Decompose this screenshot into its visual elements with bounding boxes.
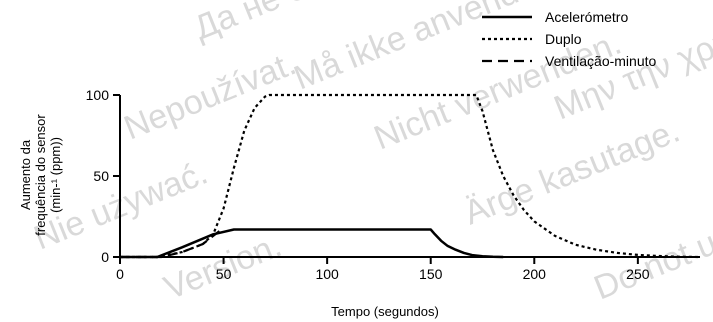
x-axis-label: Tempo (segundos) bbox=[331, 304, 439, 319]
legend-entry: Duplo bbox=[545, 31, 582, 47]
y-tick-label: 50 bbox=[93, 168, 109, 184]
legend-entry: Acelerómetro bbox=[545, 9, 628, 25]
series-line-2 bbox=[120, 93, 701, 259]
x-tick-label: 50 bbox=[216, 266, 232, 282]
series-line-3 bbox=[120, 230, 221, 259]
y-axis-label-line-3: (min-¹ (ppm)) bbox=[48, 137, 63, 213]
x-tick-label: 0 bbox=[116, 266, 124, 282]
legend-entry: Ventilação-minuto bbox=[545, 53, 657, 69]
watermark: Да не се използва.Må ikke anvendes.Nepou… bbox=[29, 0, 713, 307]
x-tick-label: 200 bbox=[523, 266, 547, 282]
x-axis: 0 50 100 150 200 250 bbox=[116, 256, 700, 282]
y-axis-label: Aumento da frequência do sensor (min-¹ (… bbox=[18, 114, 63, 236]
y-axis-label-line-2: frequência do sensor bbox=[33, 114, 48, 236]
series-line-1 bbox=[120, 228, 504, 259]
legend: Acelerómetro Duplo Ventilação-minuto bbox=[482, 9, 657, 69]
x-tick-label: 250 bbox=[626, 266, 650, 282]
x-tick-label: 150 bbox=[419, 266, 443, 282]
y-axis-label-line-1: Aumento da bbox=[18, 139, 33, 210]
x-tick-label: 100 bbox=[315, 266, 339, 282]
y-axis: 0 50 100 bbox=[86, 87, 121, 265]
watermark-text: Nepoužívat. bbox=[119, 44, 301, 147]
y-tick-label: 0 bbox=[101, 249, 109, 265]
watermark-text: Ärge kasutage. bbox=[459, 112, 685, 233]
y-tick-label: 100 bbox=[86, 87, 110, 103]
series-group bbox=[120, 93, 701, 259]
